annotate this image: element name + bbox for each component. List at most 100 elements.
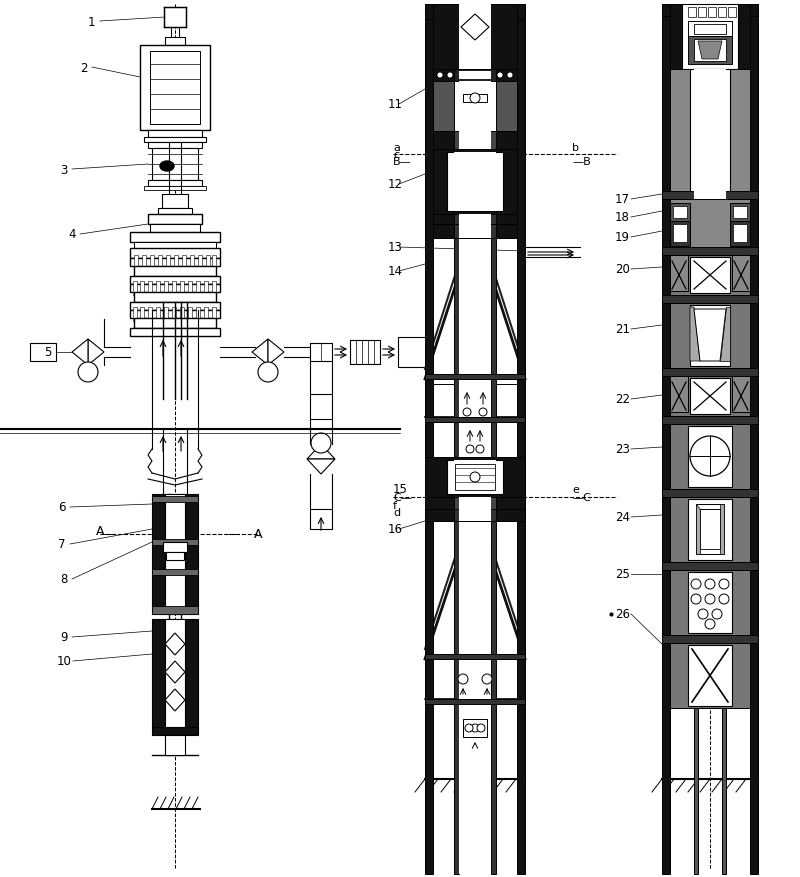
Bar [688, 573, 732, 633]
Bar [150, 52, 200, 125]
Bar [164, 282, 168, 296]
Bar [662, 489, 758, 497]
Bar [425, 497, 525, 510]
Bar [459, 72, 491, 80]
Text: b: b [572, 143, 579, 153]
Bar [433, 215, 517, 225]
Bar [718, 8, 726, 18]
Bar [180, 308, 184, 322]
Text: 6: 6 [58, 501, 66, 514]
Bar [425, 458, 525, 497]
Bar [162, 195, 188, 209]
Circle shape [447, 73, 453, 79]
Bar [433, 70, 517, 82]
Circle shape [690, 437, 730, 476]
Bar [454, 460, 496, 495]
Polygon shape [700, 510, 720, 549]
Text: 9: 9 [60, 631, 67, 644]
Bar [425, 5, 433, 874]
Text: 21: 21 [615, 323, 630, 336]
Bar [433, 150, 517, 215]
Bar [454, 153, 496, 211]
Circle shape [497, 73, 503, 79]
Bar [130, 303, 220, 310]
Text: 17: 17 [615, 193, 630, 206]
Circle shape [465, 724, 473, 732]
Bar [459, 497, 491, 510]
Bar [694, 40, 726, 62]
Circle shape [705, 595, 715, 604]
Text: —: — [103, 528, 115, 541]
Circle shape [471, 724, 479, 732]
Text: 5: 5 [44, 346, 51, 359]
Bar [732, 376, 750, 412]
Bar [130, 249, 220, 259]
Bar [148, 181, 202, 187]
Text: 26: 26 [615, 608, 630, 621]
Circle shape [479, 409, 487, 417]
Circle shape [698, 610, 708, 619]
Text: —: — [227, 528, 240, 541]
Bar [491, 5, 496, 874]
Bar [673, 207, 687, 218]
Bar [133, 308, 137, 322]
Text: 25: 25 [615, 567, 630, 581]
Polygon shape [307, 460, 335, 474]
Bar [30, 344, 56, 361]
Bar [156, 308, 160, 322]
Bar [425, 699, 525, 704]
Bar [454, 82, 496, 132]
Polygon shape [268, 339, 284, 366]
Circle shape [458, 674, 468, 684]
Bar [133, 282, 137, 296]
Text: 3: 3 [60, 163, 67, 176]
Bar [670, 256, 750, 296]
Polygon shape [165, 689, 185, 711]
Text: 12: 12 [388, 178, 403, 191]
Bar [454, 215, 496, 225]
Bar [152, 495, 198, 614]
Polygon shape [696, 504, 700, 554]
Bar [708, 8, 716, 18]
Circle shape [691, 595, 701, 604]
Text: 1: 1 [88, 16, 95, 28]
Text: f: f [393, 501, 397, 510]
Bar [425, 654, 525, 660]
Bar [459, 132, 491, 150]
Bar [165, 619, 185, 729]
Circle shape [712, 610, 722, 619]
Circle shape [705, 580, 715, 589]
Bar [454, 70, 496, 82]
Bar [433, 132, 517, 150]
Text: 24: 24 [615, 511, 630, 524]
Bar [310, 395, 332, 419]
Bar [454, 510, 496, 522]
Polygon shape [165, 633, 185, 655]
Bar [134, 256, 138, 270]
Bar [688, 499, 732, 560]
Polygon shape [698, 42, 722, 60]
Text: d: d [393, 508, 400, 517]
Circle shape [719, 580, 729, 589]
Bar [694, 5, 698, 874]
Bar [670, 70, 750, 200]
Bar [690, 306, 730, 367]
Bar [425, 374, 525, 380]
Bar [733, 225, 747, 243]
Bar [425, 510, 525, 522]
Polygon shape [690, 308, 700, 361]
Bar [670, 303, 750, 368]
Text: 10: 10 [57, 655, 72, 667]
Bar [152, 569, 198, 575]
Bar [696, 504, 724, 554]
Bar [459, 5, 491, 70]
Bar [690, 258, 730, 294]
Bar [694, 25, 726, 35]
Circle shape [477, 724, 485, 732]
Bar [730, 222, 750, 246]
Bar [670, 570, 750, 635]
Bar [662, 247, 758, 256]
Polygon shape [165, 661, 185, 683]
Circle shape [476, 446, 484, 453]
Bar [166, 256, 170, 270]
